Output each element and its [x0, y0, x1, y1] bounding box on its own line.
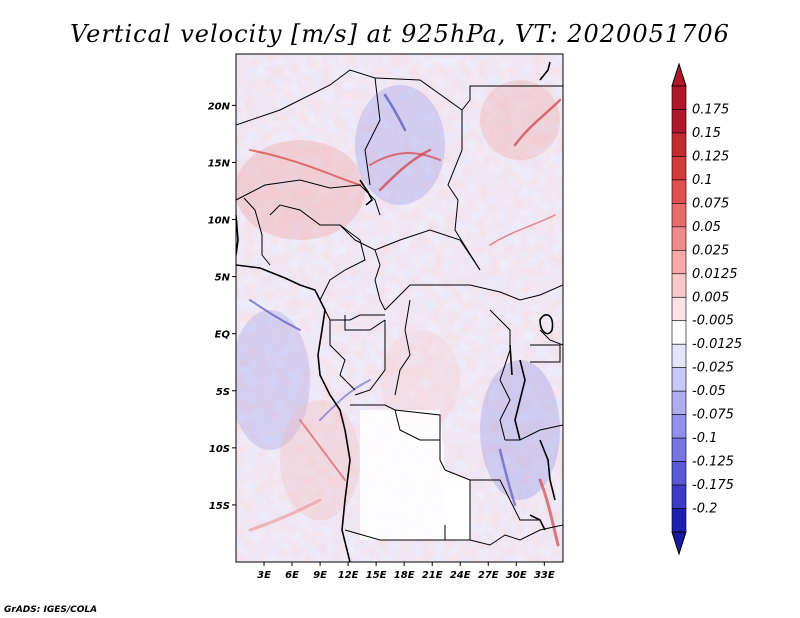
- lat-tick-label: 5N: [215, 273, 231, 284]
- colorbar-segment: [671, 179, 687, 204]
- colorbar-segment: [671, 109, 687, 134]
- colorbar-segment: [671, 273, 687, 298]
- colorbar-label: 0.175: [692, 102, 729, 117]
- colorbar-label: 0.15: [692, 126, 721, 141]
- colorbar: 0.175 0.15 0.125 0.1 0.075 0.05 0.025 0.0125 0.0…: [671, 62, 742, 556]
- colorbar-label: -0.2: [692, 502, 717, 517]
- lon-tick-label: 3E: [257, 570, 271, 581]
- colorbar-segment: [671, 203, 687, 228]
- colorbar-segment: [671, 461, 687, 486]
- lon-tick-label: 9E: [313, 570, 327, 581]
- country-borders: [236, 69, 563, 546]
- colorbar-segment: [671, 85, 687, 110]
- lon-tick-label: 33E: [534, 570, 555, 581]
- grads-credit: GrADS: IGES/COLA: [4, 605, 97, 615]
- coastlines: [236, 61, 556, 562]
- field-patches: [236, 80, 560, 540]
- colorbar-label: -0.1: [692, 431, 717, 446]
- field-streaks: [248, 93, 562, 547]
- colorbar-segment: [671, 156, 687, 181]
- colorbar-label: -0.125: [692, 455, 734, 470]
- longitude-axis: 3E 6E 9E 12E 15E 18E 21E 24E 27E 30E 33E: [257, 562, 555, 581]
- lon-tick-label: 6E: [285, 570, 299, 581]
- colorbar-segment: [671, 484, 687, 509]
- colorbar-segment: [671, 343, 687, 368]
- colorbar-segment: [671, 367, 687, 392]
- colorbar-label: -0.0125: [692, 337, 742, 352]
- lon-tick-label: 15E: [366, 570, 387, 581]
- lat-tick-label: 15S: [209, 501, 230, 512]
- colorbar-bottom-arrow: [671, 531, 687, 556]
- lat-tick-label: EQ: [215, 330, 231, 341]
- colorbar-label: 0.025: [692, 243, 729, 258]
- colorbar-top-arrow: [671, 62, 687, 87]
- colorbar-label: -0.005: [692, 314, 734, 329]
- colorbar-label: 0.075: [692, 196, 729, 211]
- colorbar-label: 0.05: [692, 220, 721, 235]
- lat-tick-label: 15N: [208, 158, 231, 169]
- colorbar-segment: [671, 296, 687, 322]
- colorbar-segment: [671, 390, 687, 415]
- colorbar-segment: [671, 250, 687, 275]
- colorbar-label: 0.1: [692, 173, 713, 188]
- lon-tick-label: 21E: [422, 570, 443, 581]
- colorbar-segment: [671, 320, 687, 345]
- colorbar-segment: [671, 226, 687, 251]
- colorbar-label: -0.175: [692, 478, 734, 493]
- lat-tick-label: 5S: [216, 387, 230, 398]
- lat-tick-label: 20N: [208, 101, 231, 112]
- map-title: Vertical velocity [m/s] at 925hPa, VT: 2…: [70, 20, 730, 48]
- lon-tick-label: 24E: [450, 570, 471, 581]
- colorbar-segment: [671, 414, 687, 439]
- map-frame: [235, 53, 564, 563]
- colorbar-label: -0.05: [692, 384, 726, 399]
- lon-tick-label: 27E: [478, 570, 499, 581]
- lat-tick-label: 10S: [209, 444, 230, 455]
- colorbar-label: 0.005: [692, 290, 729, 305]
- lon-tick-label: 12E: [338, 570, 359, 581]
- colorbar-label: -0.025: [692, 361, 734, 376]
- lon-tick-label: 18E: [394, 570, 415, 581]
- lon-tick-label: 30E: [506, 570, 527, 581]
- lat-tick-label: 10N: [208, 216, 231, 227]
- colorbar-segment: [671, 508, 687, 533]
- colorbar-label: 0.0125: [692, 267, 738, 282]
- colorbar-segment: [671, 437, 687, 462]
- latitude-axis: 20N 15N 10N 5N EQ 5S 10S 15S: [208, 101, 236, 512]
- colorbar-label: -0.075: [692, 408, 734, 423]
- colorbar-segment: [671, 132, 687, 157]
- map-panel: [236, 54, 563, 562]
- colorbar-label: 0.125: [692, 149, 729, 164]
